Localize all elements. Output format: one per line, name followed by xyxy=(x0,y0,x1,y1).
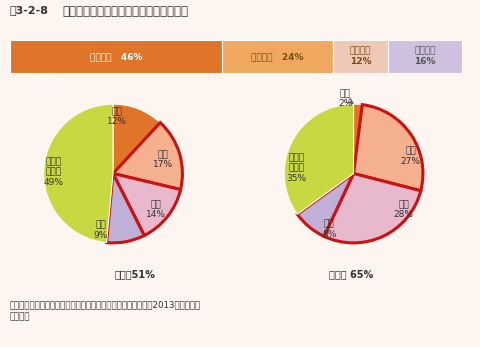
Wedge shape xyxy=(324,174,420,243)
Text: 資料：日本エネルギー経済研究所「エネルギー・経済統計要覧2013」より環境
　省作成: 資料：日本エネルギー経済研究所「エネルギー・経済統計要覧2013」より環境 省作… xyxy=(10,300,200,322)
Wedge shape xyxy=(107,174,144,243)
Text: 図3-2-8: 図3-2-8 xyxy=(10,5,48,15)
Bar xyxy=(222,40,332,73)
Bar xyxy=(387,40,461,73)
Text: 暖房
27%: 暖房 27% xyxy=(400,146,420,166)
Wedge shape xyxy=(113,104,160,174)
Text: 暖房
17%: 暖房 17% xyxy=(153,150,173,169)
Wedge shape xyxy=(284,104,353,214)
Text: 産業部門   46%: 産業部門 46% xyxy=(89,52,142,61)
Wedge shape xyxy=(113,174,180,236)
Text: 家庭部門
16%: 家庭部門 16% xyxy=(414,46,435,66)
Wedge shape xyxy=(353,105,422,191)
Text: 業務部門
12%: 業務部門 12% xyxy=(349,46,371,66)
Wedge shape xyxy=(44,104,113,243)
Text: 給湯
28%: 給湯 28% xyxy=(393,200,413,219)
Text: 冷房
2%: 冷房 2% xyxy=(337,89,351,108)
Text: 冷房
12%: 冷房 12% xyxy=(106,107,126,126)
Text: 厨房
8%: 厨房 8% xyxy=(322,219,336,239)
Wedge shape xyxy=(113,122,182,189)
Text: 熱需要51%: 熱需要51% xyxy=(114,270,155,279)
Wedge shape xyxy=(353,104,361,174)
Text: 運輸部門   24%: 運輸部門 24% xyxy=(251,52,303,61)
Text: 熱需要 65%: 熱需要 65% xyxy=(328,270,372,279)
Text: 電灯・
機器他
35%: 電灯・ 機器他 35% xyxy=(286,153,306,183)
Text: 厨房
9%: 厨房 9% xyxy=(93,221,108,240)
Bar xyxy=(332,40,387,73)
Text: 給湯
14%: 給湯 14% xyxy=(146,200,166,219)
Text: 家庭部門: 家庭部門 xyxy=(369,75,394,85)
Bar xyxy=(10,40,222,73)
Text: 業務部門: 業務部門 xyxy=(33,75,58,85)
Text: 家庭や業務部門のエネルギー消費の内訳: 家庭や業務部門のエネルギー消費の内訳 xyxy=(62,5,188,18)
Text: 電灯・
機器他
49%: 電灯・ 機器他 49% xyxy=(44,157,64,187)
Wedge shape xyxy=(297,174,353,236)
